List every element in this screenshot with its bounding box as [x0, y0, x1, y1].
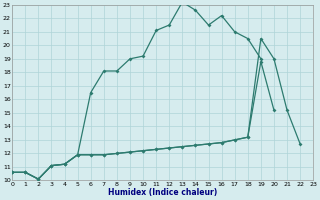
X-axis label: Humidex (Indice chaleur): Humidex (Indice chaleur): [108, 188, 217, 197]
